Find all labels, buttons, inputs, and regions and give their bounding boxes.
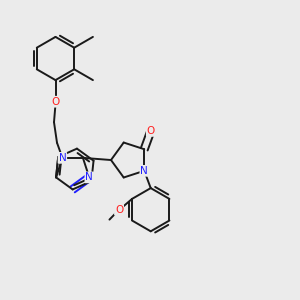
Text: N: N	[140, 166, 148, 176]
Text: O: O	[115, 205, 123, 215]
Text: N: N	[85, 172, 93, 182]
Text: O: O	[51, 97, 60, 107]
Text: N: N	[58, 153, 66, 163]
Text: O: O	[147, 126, 155, 136]
